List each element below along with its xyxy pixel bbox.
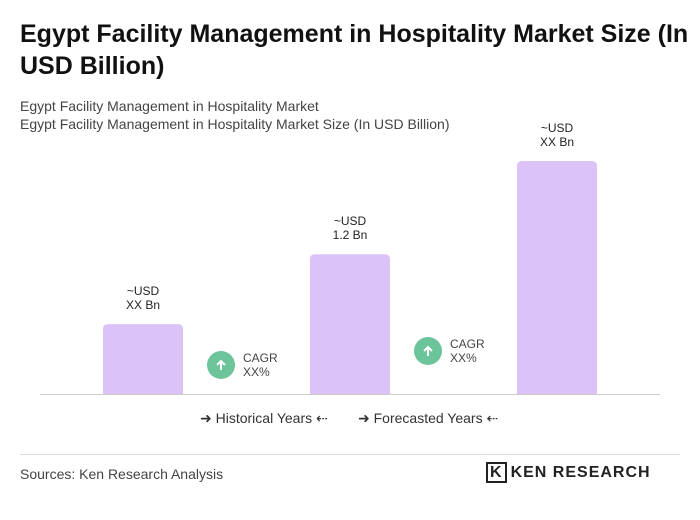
value-label: ~USD XX Bn <box>125 284 161 313</box>
bar <box>103 324 183 394</box>
value-label: ~USD 1.2 Bn <box>332 214 368 243</box>
subtitle: Egypt Facility Management in Hospitality… <box>20 116 450 132</box>
cagr-label: CAGR XX% <box>243 351 278 379</box>
subtitle: Egypt Facility Management in Hospitality… <box>20 98 319 114</box>
source: Sources: Ken Research Analysis <box>20 466 224 482</box>
cagr-arrow <box>216 359 226 370</box>
logo-text: KEN RESEARCH <box>510 464 651 481</box>
cagr-arrow <box>423 345 433 356</box>
value-label: ~USD XX Bn <box>539 121 575 149</box>
legend-label: Forecasted Years <box>373 410 483 426</box>
legend-item: ➜ Historical Years ⇠ <box>200 410 328 426</box>
legend-label: Historical Years <box>215 410 313 426</box>
legend-item: ➜ Forecasted Years ⇠ <box>358 410 499 426</box>
bar <box>310 254 390 394</box>
cagr-label: CAGR XX% <box>450 337 485 365</box>
bar <box>517 161 597 394</box>
title: Egypt Facility Management in Hospitality… <box>20 20 689 80</box>
logo: K KEN RESEARCH <box>486 462 651 483</box>
